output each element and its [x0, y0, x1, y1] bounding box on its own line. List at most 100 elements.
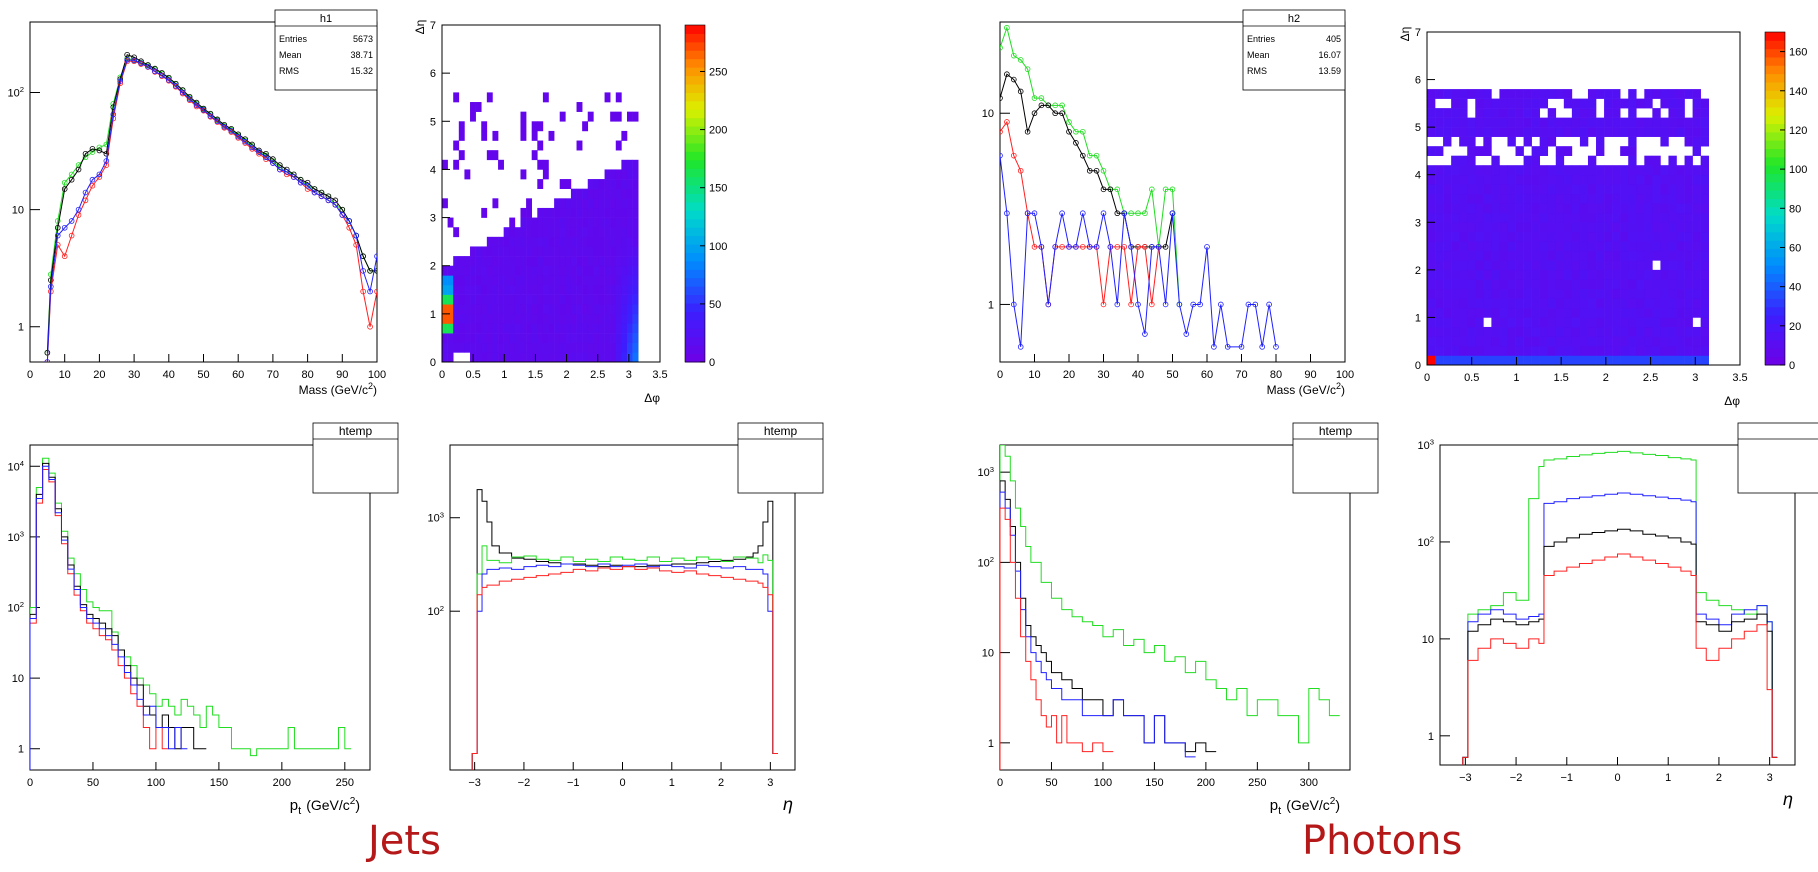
- stats-key: Entries: [279, 34, 308, 44]
- x-tick-label: 10: [1028, 369, 1040, 381]
- heatmap-cell: [593, 275, 600, 286]
- heatmap-cell: [1539, 222, 1549, 233]
- heatmap-cell: [587, 236, 594, 247]
- heatmap-cell: [598, 304, 605, 315]
- heatmap-cell: [453, 92, 460, 103]
- heatmap-cell: [475, 246, 482, 257]
- heatmap-cell: [587, 342, 594, 353]
- heatmap-cell: [1451, 279, 1460, 290]
- heatmap-cell: [1676, 174, 1685, 185]
- heatmap-cell: [621, 323, 628, 334]
- heatmap-cell: [1660, 288, 1669, 299]
- heatmap-cell: [1451, 155, 1460, 166]
- x-tick-label: 2: [718, 777, 724, 789]
- x-tick-label: 0.5: [1464, 372, 1479, 384]
- heatmap-cell: [632, 294, 639, 305]
- heatmap-cell: [514, 265, 521, 276]
- heatmap-cell: [1475, 260, 1484, 271]
- heatmap-cell: [1427, 317, 1436, 328]
- heatmap-cell: [1636, 222, 1645, 233]
- heatmap-cell: [1435, 260, 1444, 271]
- heatmap-cell: [1636, 260, 1645, 271]
- heatmap-cell: [604, 256, 611, 267]
- data-point: [1149, 244, 1155, 250]
- heatmap-cell: [1475, 98, 1484, 109]
- colorbar-swatch: [685, 353, 705, 363]
- heatmap-cell: [632, 207, 639, 218]
- heatmap-cell: [514, 236, 521, 247]
- heatmap-cell: [1571, 165, 1581, 176]
- heatmap-cell: [559, 198, 566, 209]
- heatmap-cell: [1459, 269, 1468, 280]
- heatmap-cell: [1427, 108, 1436, 118]
- heatmap-cell: [531, 342, 538, 353]
- y-tick-label: 103: [427, 510, 444, 524]
- heatmap-cell: [453, 265, 460, 276]
- heatmap-cell: [1491, 307, 1500, 318]
- heatmap-cell: [593, 236, 600, 247]
- heatmap-cell: [1507, 279, 1516, 290]
- heatmap-cell: [1684, 345, 1693, 356]
- heatmap-cell: [1684, 326, 1693, 337]
- heatmap-cell: [537, 207, 544, 218]
- heatmap-cell: [520, 246, 527, 257]
- heatmap-cell: [626, 217, 633, 228]
- heatmap-cell: [475, 275, 482, 286]
- data-point: [374, 288, 377, 295]
- heatmap-cell: [582, 323, 589, 334]
- heatmap-cell: [1459, 222, 1468, 233]
- x-tick-label: −2: [518, 777, 531, 789]
- heatmap-cell: [1459, 260, 1468, 271]
- y-tick-label: 2: [1415, 265, 1421, 277]
- heatmap-cell: [610, 275, 617, 286]
- data-point: [1080, 244, 1086, 250]
- heatmap-cell: [1676, 89, 1685, 99]
- data-point: [1183, 331, 1190, 337]
- heatmap-cell: [1692, 184, 1701, 195]
- heatmap-cell: [1676, 260, 1685, 271]
- heatmap-cell: [1507, 250, 1516, 261]
- heatmap-cell: [1596, 260, 1605, 271]
- heatmap-cell: [1668, 231, 1677, 242]
- heatmap-cell: [486, 342, 493, 353]
- heatmap-cell: [632, 313, 639, 324]
- heatmap-cell: [1515, 317, 1524, 328]
- heatmap-cell: [1668, 108, 1677, 118]
- colorbar-swatch: [685, 83, 705, 93]
- heatmap-cell: [1644, 260, 1653, 271]
- heatmap-cell: [1427, 127, 1436, 137]
- heatmap-cell: [1660, 136, 1669, 147]
- heatmap-cell: [1676, 326, 1685, 337]
- heatmap-cell: [1652, 203, 1661, 214]
- heatmap-cell: [1636, 98, 1645, 109]
- heatmap-cell: [1515, 174, 1524, 185]
- heatmap-cell: [537, 236, 544, 247]
- heatmap-cell: [531, 217, 538, 228]
- heatmap-cell: [598, 256, 605, 267]
- plot-frame: [1426, 31, 1741, 366]
- heatmap-cell: [1571, 326, 1581, 337]
- data-point: [1017, 57, 1024, 63]
- heatmap-cell: [1628, 250, 1637, 261]
- heatmap-cell: [1515, 298, 1524, 309]
- heatmap-cell: [1507, 222, 1516, 233]
- data-point: [1080, 210, 1086, 217]
- heatmap-cell: [470, 246, 476, 257]
- heatmap-cell: [621, 179, 628, 189]
- heatmap-cell: [520, 130, 527, 141]
- colorbar-swatch: [685, 269, 705, 279]
- colorbar-swatch: [685, 100, 705, 110]
- heatmap-cell: [1563, 355, 1573, 366]
- heatmap-cell: [1523, 89, 1532, 99]
- heatmap-cell: [1539, 98, 1549, 109]
- heatmap-cell: [1467, 203, 1476, 214]
- series-line: [46, 57, 377, 353]
- data-point: [1004, 24, 1010, 31]
- heatmap-cell: [486, 236, 493, 247]
- heatmap-cell: [1499, 260, 1508, 271]
- data-point: [311, 186, 318, 192]
- heatmap-cell: [1612, 288, 1621, 299]
- heatmap-cell: [1515, 288, 1524, 299]
- heatmap-cell: [1587, 250, 1597, 261]
- heatmap-cell: [1435, 165, 1444, 176]
